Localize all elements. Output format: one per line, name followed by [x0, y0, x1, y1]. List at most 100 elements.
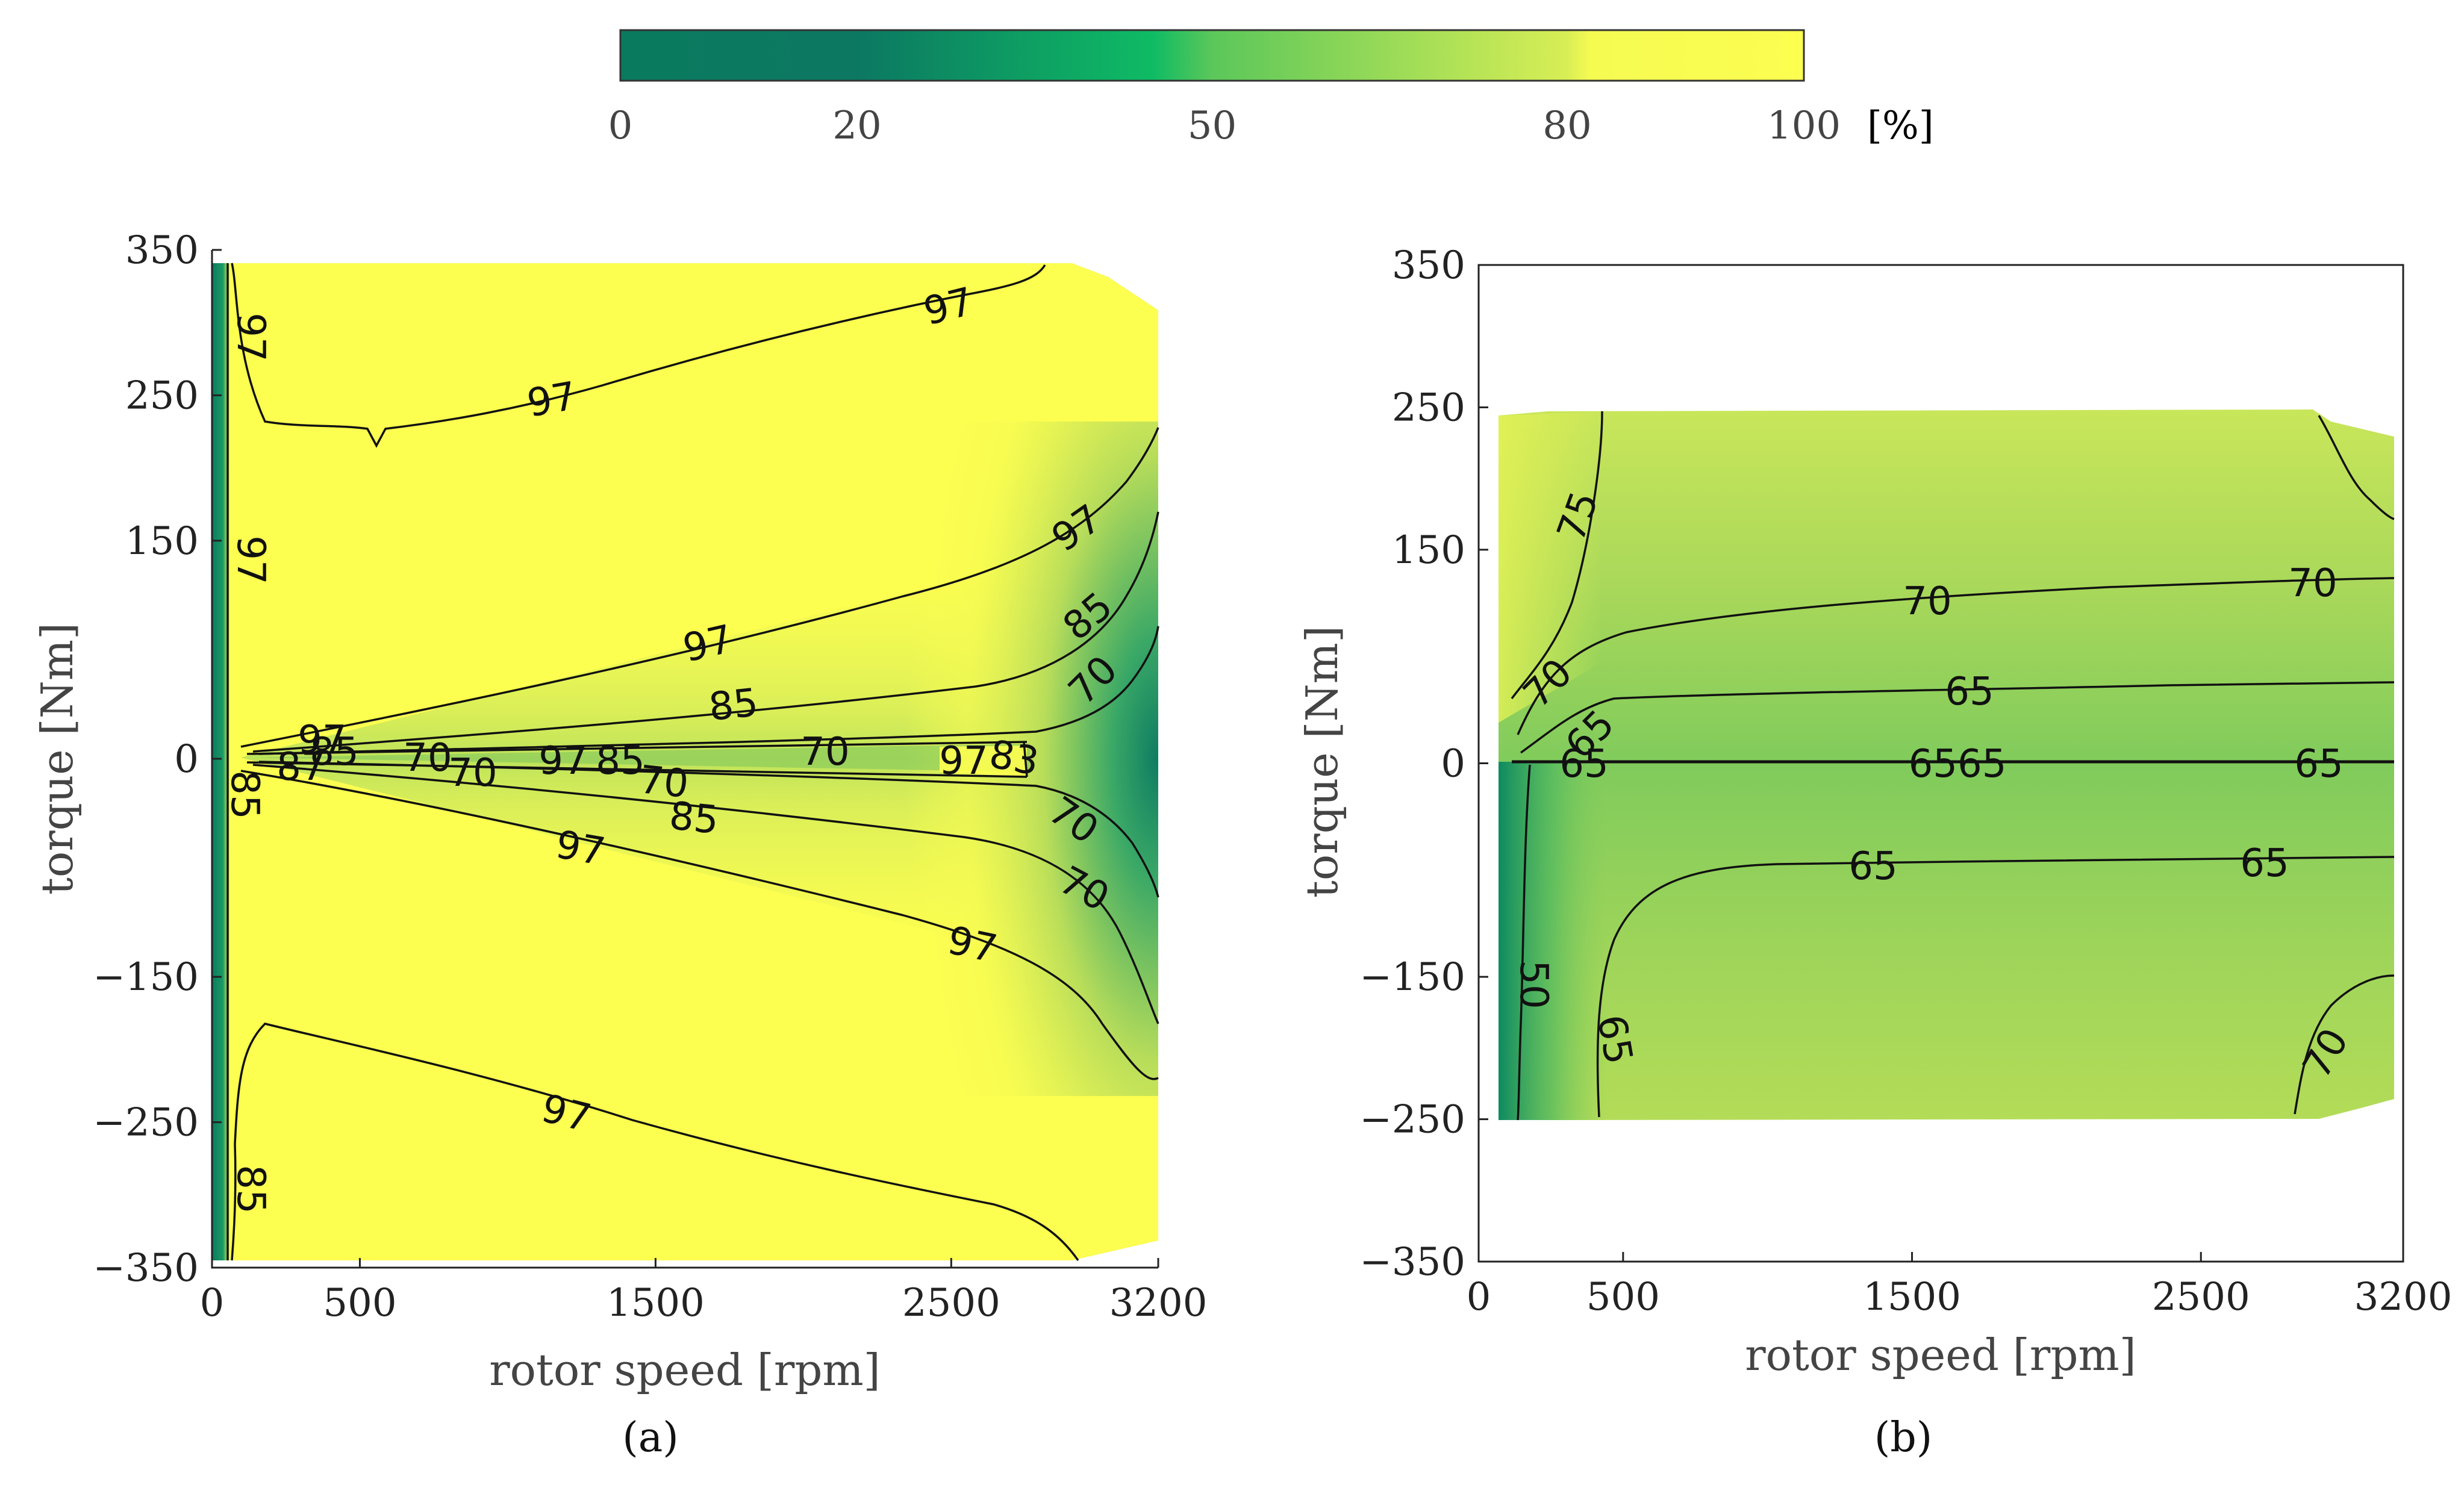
contour-label: 85: [667, 794, 721, 843]
panel-b-x-ticks: 0 500 1500 2500 3200: [1467, 1252, 2453, 1319]
colorbar-tick-label: 20: [832, 104, 881, 148]
y-tick-label: −150: [93, 955, 199, 1000]
contour-a-97-lower: [240, 770, 1159, 1080]
contour-label: 97: [298, 718, 346, 762]
panel-a: 97 97 97 97 97 97 97 85 85 85 70 70 70 7…: [32, 228, 1207, 1462]
colorbar-tick-label: 50: [1188, 104, 1237, 148]
panel-a-center-box: [940, 746, 1027, 777]
panel-b-left-dark: [1499, 762, 1607, 1120]
panel-a-x-ticks: 0 500 1500 2500 3200: [200, 1258, 1208, 1325]
contour-label: 6565: [1909, 742, 2007, 786]
panel-b-ylabel: torque [Nm]: [1297, 626, 1347, 898]
panel-b: 75 70 70 70 65 65 65 6565 65 65 65 65 50…: [1297, 243, 2452, 1462]
panel-a-label: (a): [622, 1414, 679, 1462]
contour-label: 65: [2240, 841, 2289, 886]
panel-a-axes: 0 500 1500 2500 3200 3502501500−150−250−350 …: [32, 228, 1207, 1462]
panel-b-xlabel: rotor speed [rpm]: [1745, 1330, 2136, 1380]
contour-b-50: [1517, 764, 1531, 1121]
contour-b-70-bottom: [2294, 974, 2395, 1115]
panel-a-y-ticks: 350 250 150 0 −150 −250 −350: [93, 228, 222, 1290]
contour-label: 70: [403, 736, 452, 780]
contour-label: 65: [1588, 1012, 1641, 1068]
contour-label: 65: [1848, 844, 1897, 889]
panel-b-axes: 0 500 1500 2500 3200 3502501500−150−250−350 …: [1297, 243, 2452, 1462]
panel-a-center-band: [253, 744, 1030, 772]
contour-a-97-upper: [240, 427, 1159, 748]
contour-a-85-upper: [252, 511, 1159, 753]
panel-b-top-left: [1499, 412, 1602, 723]
x-tick-label: 2500: [902, 1281, 1000, 1325]
contour-label: 97: [679, 617, 737, 671]
contour-label: 97: [228, 535, 273, 584]
contour-label: 97: [944, 918, 1001, 972]
y-tick-label: 150: [1392, 528, 1465, 573]
contour-a-97-top: [231, 263, 1046, 448]
contour-label: 97: [228, 313, 273, 361]
y-tick-label: 150: [125, 519, 199, 564]
panel-b-contours: [1511, 411, 2395, 1121]
y-tick-label: −250: [93, 1101, 199, 1145]
y-tick-label: 250: [1392, 385, 1465, 430]
contour-a-97-bottom: [231, 1023, 1079, 1262]
contour-b-65-upper: [1520, 681, 2395, 754]
contour-label: 65: [1945, 670, 1994, 714]
contour-label: 70: [637, 758, 691, 807]
contour-a-center-lower-line: [246, 761, 1028, 778]
contour-label: 97: [538, 739, 587, 783]
panel-b-fill: [1499, 409, 2394, 1120]
panel-b-label: (b): [1874, 1414, 1933, 1462]
contour-a-center-upper-line: [246, 741, 1028, 755]
contour-label: 50: [1511, 960, 1556, 1009]
y-tick-label: −150: [1359, 955, 1465, 1000]
x-tick-label: 3200: [2354, 1275, 2453, 1319]
contour-b-70-top: [1517, 577, 2395, 735]
contour-label: 83: [986, 732, 1042, 785]
contour-label: 85: [706, 680, 760, 730]
x-tick-label: 2500: [2152, 1275, 2250, 1319]
colorbar-tick-label: 100: [1767, 104, 1841, 148]
x-tick-label: 0: [1467, 1275, 1491, 1319]
contour-label: 85: [228, 1165, 273, 1213]
y-tick-label: −250: [1359, 1098, 1465, 1142]
y-tick-label: 350: [125, 228, 199, 273]
contour-label: 70: [2288, 561, 2337, 606]
x-tick-label: 0: [200, 1281, 225, 1325]
contour-a-85-lower: [252, 764, 1159, 1024]
contour-label: 97: [552, 823, 608, 875]
contour-label: 85: [222, 770, 267, 819]
y-tick-label: 250: [125, 373, 199, 418]
panel-a-xlabel: rotor speed [rpm]: [489, 1345, 881, 1395]
contour-b-75: [1511, 411, 1603, 700]
y-tick-label: 350: [1392, 243, 1465, 288]
colorbar-gradient: [619, 29, 1805, 82]
contour-a-center-box: [1023, 741, 1028, 777]
contour-b-65-lower: [1596, 856, 2395, 1118]
contour-label: 87: [276, 745, 325, 789]
colorbar-tick-label: 80: [1542, 104, 1591, 148]
y-tick-label: 0: [174, 737, 199, 782]
contour-label: 85: [310, 730, 358, 774]
colorbar-ticks: 0 20 50 80 100: [608, 104, 1841, 148]
x-tick-label: 3200: [1109, 1281, 1208, 1325]
colorbar-unit: [%]: [1867, 104, 1934, 148]
x-tick-label: 1500: [607, 1281, 705, 1325]
colorbar: 0 20 50 80 100 [%]: [608, 29, 1934, 148]
colorbar-tick-label: 0: [608, 104, 633, 148]
panel-b-y-ticks: 350 250 150 0 −150 −250 −350: [1359, 243, 1488, 1284]
x-tick-label: 500: [1586, 1275, 1660, 1319]
x-tick-label: 1500: [1863, 1275, 1961, 1319]
contour-label: 65: [1559, 742, 1608, 786]
y-tick-label: −350: [1359, 1240, 1465, 1284]
panel-a-ylabel: torque [Nm]: [32, 623, 83, 895]
contour-label: 97: [939, 739, 988, 783]
contour-a-70-upper: [258, 626, 1159, 755]
x-tick-label: 500: [323, 1281, 396, 1325]
contour-label: 70: [448, 751, 497, 795]
panel-a-contours: [226, 263, 1159, 1262]
contour-label: 65: [2294, 742, 2343, 786]
contour-label: 70: [800, 730, 849, 774]
y-tick-label: −350: [93, 1246, 199, 1290]
contour-label: 97: [524, 374, 580, 426]
y-tick-label: 0: [1441, 742, 1465, 786]
